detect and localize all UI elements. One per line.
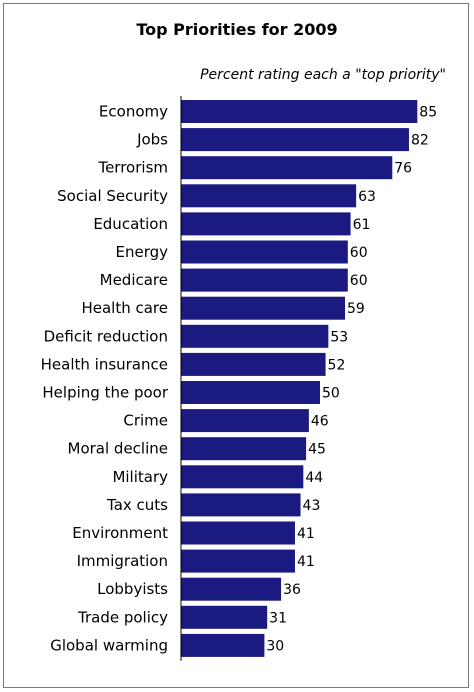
value-label: 76 xyxy=(394,161,412,177)
bar-energy xyxy=(181,240,348,264)
category-label: Education xyxy=(93,215,168,233)
bars-group: Economy 85 Jobs 82 Terrorism 76 Social Securit… xyxy=(41,96,437,661)
value-label: 53 xyxy=(330,329,348,345)
category-label: Tax cuts xyxy=(106,496,168,514)
bar-environment xyxy=(181,521,295,545)
category-label: Energy xyxy=(115,243,168,261)
bar-immigration xyxy=(181,549,295,573)
value-label: 30 xyxy=(266,638,284,654)
value-label: 50 xyxy=(322,386,340,402)
category-label: Moral decline xyxy=(68,440,168,458)
value-label: 59 xyxy=(347,301,365,317)
value-label: 85 xyxy=(419,105,437,121)
bar-military xyxy=(181,465,304,489)
category-label: Military xyxy=(112,468,168,486)
bar-economy xyxy=(181,100,418,123)
value-label: 44 xyxy=(305,470,323,486)
category-label: Economy xyxy=(99,103,168,121)
value-label: 60 xyxy=(350,273,368,289)
category-label: Helping the poor xyxy=(42,384,168,402)
value-label: 61 xyxy=(353,217,371,233)
value-label: 46 xyxy=(311,414,329,430)
category-label: Global warming xyxy=(50,636,168,654)
bar-trade-policy xyxy=(181,605,268,629)
bar-jobs xyxy=(181,128,409,152)
value-label: 36 xyxy=(283,582,301,598)
category-label: Environment xyxy=(72,524,168,542)
value-label: 43 xyxy=(303,498,321,514)
category-label: Deficit reduction xyxy=(44,327,168,345)
category-label: Health care xyxy=(81,299,168,317)
category-label: Medicare xyxy=(100,271,168,289)
category-label: Lobbyists xyxy=(97,580,168,598)
value-label: 41 xyxy=(297,554,315,570)
value-label: 31 xyxy=(269,610,287,626)
value-label: 60 xyxy=(350,245,368,261)
value-label: 63 xyxy=(358,189,376,205)
chart-subtitle: Percent rating each a "top priority" xyxy=(200,67,446,83)
value-label: 52 xyxy=(328,357,346,373)
bar-medicare xyxy=(181,268,348,292)
bar-global-warming xyxy=(181,633,265,657)
bar-health-insurance xyxy=(181,352,326,376)
bar-deficit-reduction xyxy=(181,324,329,348)
bar-lobbyists xyxy=(181,577,282,601)
category-label: Social Security xyxy=(57,187,168,205)
bar-helping-the-poor xyxy=(181,381,320,404)
category-label: Crime xyxy=(123,412,168,430)
value-label: 82 xyxy=(411,133,429,149)
category-label: Terrorism xyxy=(97,159,168,177)
bar-tax-cuts xyxy=(181,493,301,517)
bar-moral-decline xyxy=(181,437,307,461)
value-label: 41 xyxy=(297,526,315,542)
category-label: Jobs xyxy=(136,131,168,149)
bar-crime xyxy=(181,409,309,433)
category-label: Health insurance xyxy=(41,355,168,373)
bar-social-security xyxy=(181,184,357,208)
category-label: Immigration xyxy=(77,552,168,570)
bar-education xyxy=(181,212,351,236)
value-label: 45 xyxy=(308,442,326,458)
bar-health-care xyxy=(181,296,346,320)
chart-title: Top Priorities for 2009 xyxy=(136,20,338,39)
category-label: Trade policy xyxy=(77,608,168,626)
bar-terrorism xyxy=(181,156,393,180)
